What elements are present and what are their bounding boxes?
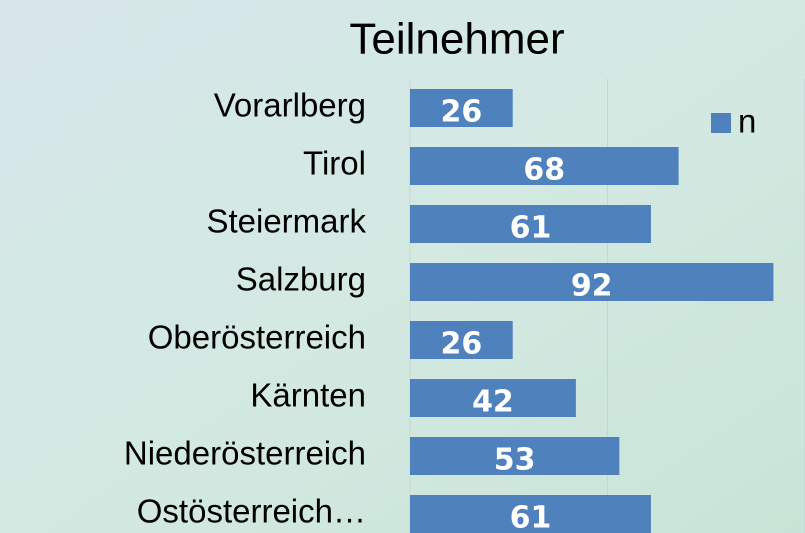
data-label: 42 <box>472 385 514 420</box>
data-label: 61 <box>510 211 552 246</box>
bar <box>410 263 774 301</box>
y-tick-label: Niederösterreich <box>124 435 366 472</box>
bar <box>410 147 679 185</box>
y-tick-label: Tirol <box>303 145 366 182</box>
legend-swatch <box>711 113 731 133</box>
bar <box>410 89 513 127</box>
y-tick-label: Ostösterreich… <box>137 493 366 530</box>
bar <box>410 379 576 417</box>
y-tick-label: Oberösterreich <box>148 319 366 356</box>
y-tick-label: Steiermark <box>206 203 366 240</box>
bar <box>410 495 651 533</box>
data-label: 92 <box>571 269 613 304</box>
legend-label: n <box>738 103 756 140</box>
y-tick-label: Salzburg <box>236 261 366 298</box>
bar <box>410 437 620 475</box>
bar <box>410 205 651 243</box>
data-label: 61 <box>510 501 552 533</box>
y-tick-label: Vorarlberg <box>214 87 366 124</box>
bar <box>410 321 513 359</box>
chart-title: Teilnehmer <box>349 15 564 64</box>
data-label: 53 <box>494 443 536 478</box>
data-label: 26 <box>440 95 482 130</box>
y-tick-label: Kärnten <box>250 377 366 414</box>
data-label: 68 <box>523 153 565 188</box>
data-label: 26 <box>440 327 482 362</box>
